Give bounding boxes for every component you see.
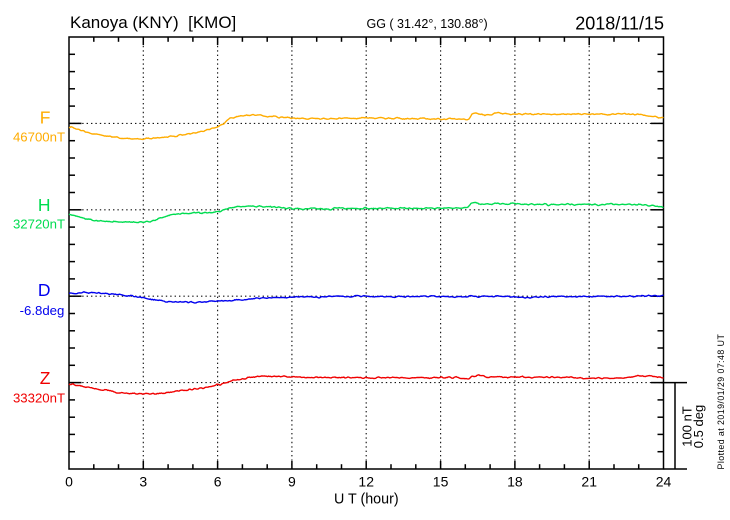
svg-text:6: 6	[214, 474, 222, 490]
svg-text:33320nT: 33320nT	[13, 391, 65, 406]
svg-text:Kanoya (KNY) [KMO]: Kanoya (KNY) [KMO]	[70, 13, 236, 32]
svg-text:15: 15	[433, 474, 449, 490]
svg-text:100 nT: 100 nT	[679, 406, 694, 447]
svg-text:-6.8deg: -6.8deg	[20, 303, 65, 318]
svg-text:9: 9	[288, 474, 296, 490]
svg-text:U T (hour): U T (hour)	[334, 491, 399, 507]
svg-text:46700nT: 46700nT	[13, 129, 65, 144]
svg-text:3: 3	[139, 474, 147, 490]
svg-text:Plotted at 2019/01/29 07:48 UT: Plotted at 2019/01/29 07:48 UT	[716, 334, 726, 470]
svg-text:32720nT: 32720nT	[13, 216, 65, 231]
svg-text:D: D	[38, 280, 51, 300]
svg-text:0: 0	[65, 474, 73, 490]
svg-text:GG ( 31.42°, 130.88°): GG ( 31.42°, 130.88°)	[367, 17, 488, 31]
svg-text:12: 12	[358, 474, 374, 490]
svg-text:18: 18	[507, 474, 523, 490]
svg-text:H: H	[38, 195, 51, 215]
svg-text:Z: Z	[40, 368, 51, 388]
svg-text:2018/11/15: 2018/11/15	[575, 14, 664, 34]
svg-text:F: F	[40, 107, 51, 127]
svg-text:24: 24	[656, 474, 672, 490]
svg-text:21: 21	[581, 474, 597, 490]
svg-text:0.5 deg: 0.5 deg	[691, 405, 706, 448]
